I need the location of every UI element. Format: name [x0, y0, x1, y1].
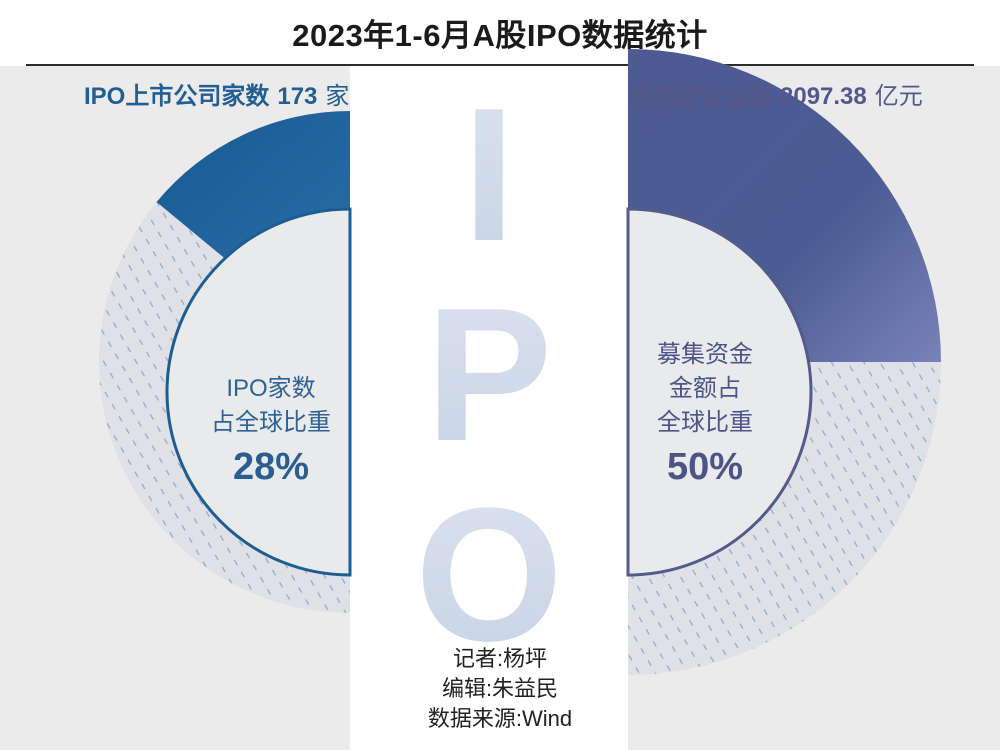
right-header-label: 募集资金金额 — [628, 83, 772, 110]
right-donut — [626, 49, 941, 675]
right-inner-line1: 募集资金 — [657, 341, 753, 368]
right-percent: 50% — [666, 446, 744, 488]
left-header-label: IPO上市公司家数 — [84, 83, 270, 110]
left-inner-label: IPO家数 占全球比重 — [166, 372, 376, 440]
credits: 记者:杨坪 编辑:朱益民 数据来源:Wind — [380, 644, 620, 734]
right-inner-line2: 金额占 — [669, 375, 741, 402]
chart-title: 2023年1-6月A股IPO数据统计 — [292, 18, 708, 53]
right-inner-label: 募集资金 金额占 全球比重 — [600, 338, 810, 440]
right-inner-circle — [626, 207, 813, 577]
watermark-letter-i: I — [463, 69, 516, 281]
right-header-value: 2097.38 — [780, 83, 867, 110]
right-slice-50pct — [628, 49, 941, 362]
left-header-value: 173 — [277, 83, 318, 110]
left-percent: 28% — [232, 446, 310, 488]
left-header-unit: 家 — [325, 83, 350, 110]
credit-reporter: 记者:杨坪 — [452, 646, 548, 671]
left-header: IPO上市公司家数 173 家 — [84, 76, 349, 111]
title-divider — [26, 64, 974, 66]
left-inner-line2: 占全球比重 — [211, 409, 331, 436]
left-inner-circle — [165, 207, 352, 577]
credit-editor: 编辑:朱益民 — [441, 676, 559, 701]
title-bar — [0, 0, 1000, 66]
ipo-watermark: I P O — [415, 69, 563, 681]
credit-source: 数据来源:Wind — [427, 706, 573, 731]
center-band — [350, 66, 628, 750]
right-inner-line3: 全球比重 — [657, 409, 753, 436]
left-donut — [99, 111, 352, 613]
watermark-letter-p: P — [426, 269, 553, 481]
left-inner-line1: IPO家数 — [226, 375, 316, 402]
right-header: 募集资金金额 2097.38 亿元 — [628, 76, 923, 111]
watermark-letter-o: O — [415, 469, 563, 681]
right-header-unit: 亿元 — [874, 83, 923, 110]
